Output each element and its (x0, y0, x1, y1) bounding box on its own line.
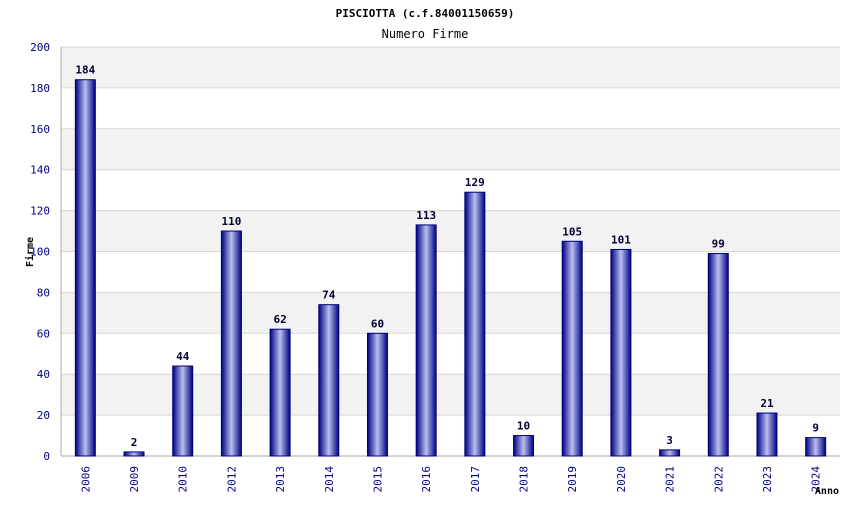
x-tick-label-2017: 2017 (469, 466, 482, 493)
bar-2015 (366, 332, 388, 457)
x-tick-label-2018: 2018 (518, 466, 531, 493)
x-tick-label-2006: 2006 (79, 466, 92, 493)
y-tick-label: 140 (30, 164, 50, 177)
y-tick-label: 200 (30, 41, 50, 54)
y-tick-labels: 0 20 40 60 80 100 120 140 160 180 200 (30, 41, 50, 463)
y-axis-label: Firme (24, 237, 36, 267)
bar-2019 (561, 240, 583, 457)
data-label-2020: 101 (611, 233, 631, 246)
data-label-2006: 184 (75, 64, 95, 77)
data-label-2009: 2 (131, 436, 138, 449)
background-band (61, 47, 840, 88)
data-label-2018: 10 (517, 420, 530, 433)
bar-2023 (756, 412, 778, 457)
x-tick-label-2020: 2020 (615, 466, 628, 493)
y-tick-label: 0 (43, 450, 50, 463)
data-label-2021: 3 (666, 434, 673, 447)
bars (74, 79, 827, 457)
y-tick-label: 180 (30, 82, 50, 95)
x-tick-labels: 2006 2009 2010 2012 2013 2014 2015 2016 2017 2018… (79, 466, 822, 493)
bar-2018 (513, 435, 535, 457)
bar-2020 (610, 248, 632, 457)
x-tick-label-2022: 2022 (712, 466, 725, 493)
bar-2006 (74, 79, 96, 457)
data-label-2023: 21 (760, 397, 774, 410)
data-label-2017: 129 (465, 176, 485, 189)
x-tick-label-2013: 2013 (274, 466, 287, 493)
data-label-2010: 44 (176, 350, 190, 363)
y-tick-label: 40 (37, 368, 50, 381)
data-label-2022: 99 (712, 238, 725, 251)
y-tick-label: 160 (30, 123, 50, 136)
y-tick-label: 20 (37, 409, 50, 422)
bar-2012 (220, 230, 242, 457)
y-tick-label: 100 (30, 246, 50, 259)
chart-subtitle: Numero Firme (382, 27, 469, 41)
x-tick-label-2019: 2019 (566, 466, 579, 493)
data-label-2024: 9 (812, 422, 819, 435)
data-label-2014: 74 (322, 289, 336, 302)
bar-2022 (707, 253, 729, 457)
background-band (61, 87, 840, 129)
y-tick-label: 120 (30, 205, 50, 218)
x-tick-label-2012: 2012 (225, 466, 238, 493)
data-label-2012: 110 (221, 215, 241, 228)
background-band (61, 128, 840, 170)
data-label-2016: 113 (416, 209, 436, 222)
bar-2016 (415, 224, 437, 457)
x-tick-label-2010: 2010 (177, 466, 190, 493)
chart-title: PISCIOTTA (c.f.84001150659) (336, 7, 515, 20)
x-tick-label-2016: 2016 (420, 466, 433, 493)
x-tick-label-2014: 2014 (323, 466, 336, 493)
bar-2009 (123, 451, 145, 457)
x-tick-label-2023: 2023 (761, 466, 774, 493)
bar-2021 (659, 449, 681, 457)
background-band (61, 169, 840, 211)
background-band (61, 210, 840, 252)
data-labels: 184 2 44 110 62 74 60 113 129 10 105 101 3 99 21 9 (75, 64, 819, 449)
data-label-2013: 62 (273, 313, 286, 326)
x-tick-label-2024: 2024 (810, 466, 823, 493)
data-label-2015: 60 (371, 317, 384, 330)
bar-2017 (464, 191, 486, 457)
x-tick-label-2021: 2021 (664, 466, 677, 493)
bar-2024 (805, 437, 827, 457)
x-tick-label-2015: 2015 (371, 466, 384, 493)
y-tick-label: 80 (37, 286, 50, 299)
y-tick-label: 60 (37, 327, 50, 340)
bar-2014 (318, 304, 340, 457)
data-label-2019: 105 (562, 225, 582, 238)
bar-2010 (172, 365, 194, 457)
x-tick-label-2009: 2009 (128, 466, 141, 493)
bar-2013 (269, 328, 291, 457)
x-axis-label: Anno (815, 486, 839, 497)
